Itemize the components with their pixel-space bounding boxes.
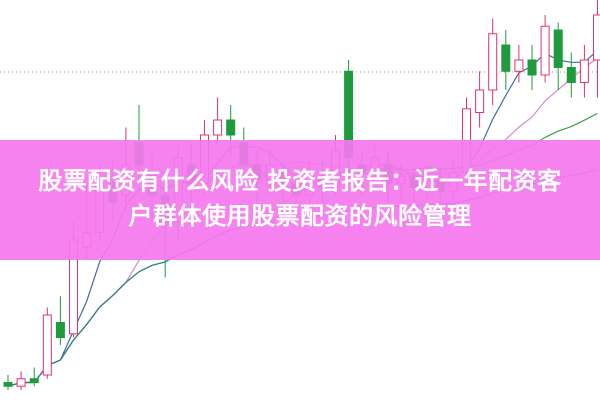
candle — [29, 367, 39, 387]
candle-body — [579, 59, 589, 83]
candle-body — [514, 59, 524, 72]
article-title: 股票配资有什么风险 投资者报告：近一年配资客 户群体使用股票配资的风险管理 — [0, 164, 600, 234]
title-line-1: 股票配资有什么风险 投资者报告：近一年配资客 — [38, 167, 562, 195]
candle-body — [29, 378, 39, 383]
candle-body — [593, 14, 600, 61]
candle — [42, 307, 52, 379]
candle — [540, 15, 550, 83]
candle — [213, 97, 223, 147]
candle-body — [226, 119, 236, 136]
candle-body — [3, 382, 13, 387]
candle — [514, 45, 524, 83]
candle — [55, 296, 65, 345]
candle — [566, 52, 576, 98]
candle-body — [213, 119, 223, 136]
candle — [3, 375, 13, 390]
candle — [593, 0, 600, 98]
candle — [527, 45, 537, 90]
candle-body — [488, 33, 498, 91]
title-banner — [0, 140, 600, 260]
candle — [16, 371, 26, 390]
candle-body — [540, 25, 550, 76]
candle-body — [501, 44, 511, 72]
candle-body — [553, 29, 563, 68]
candle-body — [55, 322, 65, 338]
candle — [579, 45, 589, 98]
candle-body — [42, 314, 52, 376]
title-line-2: 户群体使用股票配资的风险管理 — [128, 202, 472, 230]
candle — [475, 71, 485, 128]
candle-body — [566, 67, 576, 83]
candle-body — [16, 378, 26, 387]
candle — [553, 22, 563, 90]
candle-body — [527, 59, 537, 76]
candle — [501, 30, 511, 90]
candle-body — [475, 89, 485, 113]
candle — [488, 18, 498, 105]
